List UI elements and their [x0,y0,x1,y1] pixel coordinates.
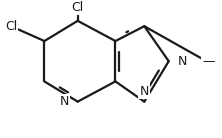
Text: —: — [202,55,214,68]
Text: N: N [59,95,69,108]
Text: N: N [140,85,149,98]
Text: Cl: Cl [5,20,17,33]
Text: N: N [178,55,187,68]
Text: Cl: Cl [71,1,84,14]
